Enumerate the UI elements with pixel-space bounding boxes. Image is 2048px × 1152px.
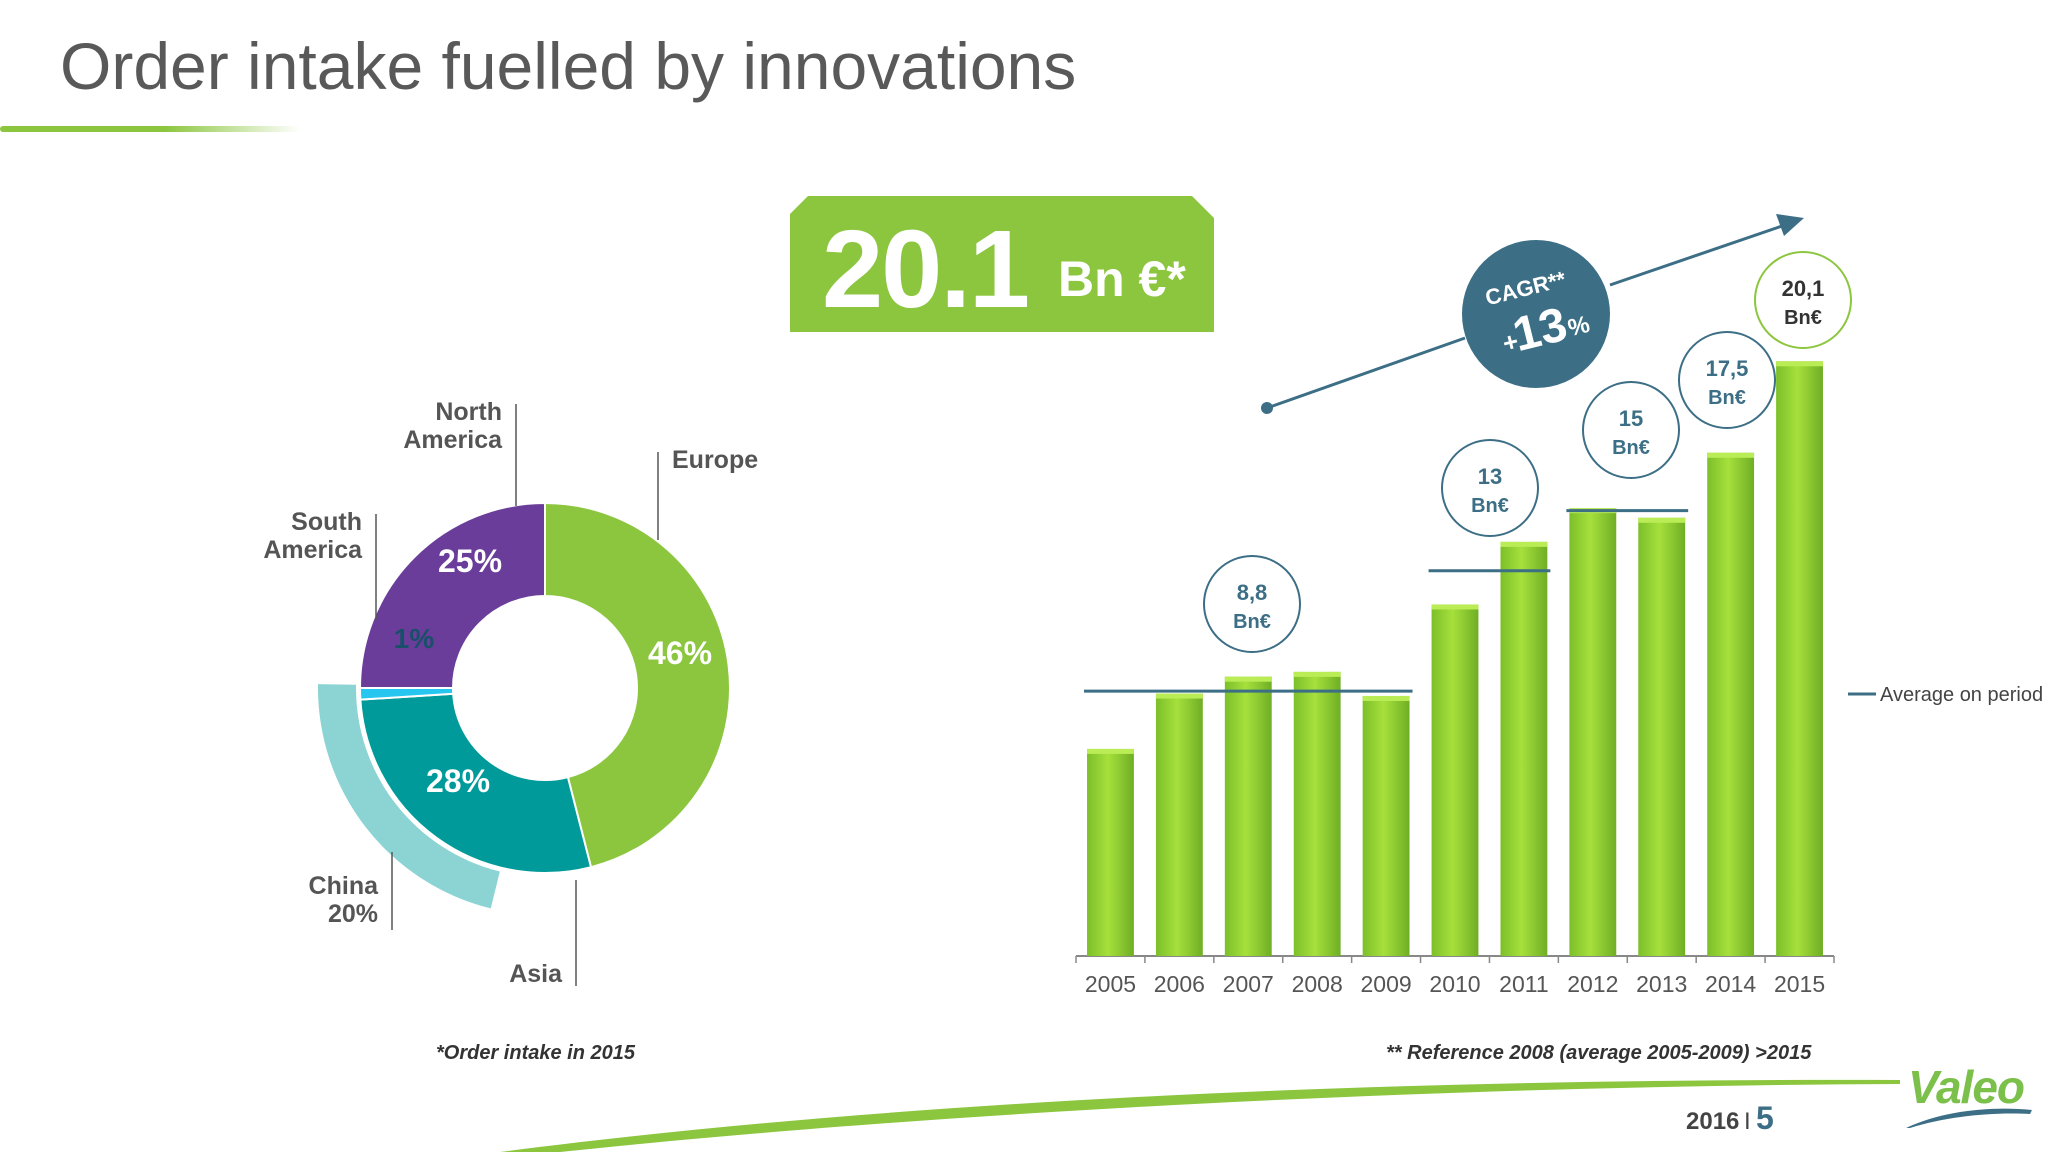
value-bubble-2013 — [1582, 381, 1680, 479]
bar-2008 — [1293, 671, 1341, 956]
x-tick-label-2009: 2009 — [1361, 971, 1412, 997]
cagr-prefix: + — [1499, 326, 1521, 359]
donut-value-asia: 28% — [426, 763, 490, 799]
bar-2006 — [1155, 693, 1203, 956]
bar-2014 — [1707, 452, 1755, 956]
bar-2012 — [1569, 508, 1617, 956]
bar-cap-2011 — [1500, 541, 1548, 547]
x-tick-label-2010: 2010 — [1429, 971, 1480, 997]
trend-arrow-dot — [1261, 402, 1273, 414]
value-bubble-2014 — [1678, 331, 1776, 429]
value-bubble-unit-2013: Bn€ — [1612, 437, 1650, 459]
bar-cap-2008 — [1293, 671, 1341, 677]
footnote-right: ** Reference 2008 (average 2005-2009) >2… — [1386, 1042, 1812, 1064]
bar-cap-2010 — [1431, 604, 1479, 610]
value-bubble-2015 — [1754, 251, 1852, 349]
trend-arrow-start — [1266, 336, 1466, 410]
x-tick-label-2006: 2006 — [1154, 971, 1205, 997]
footer-swoosh — [500, 1079, 1900, 1152]
bar-2013 — [1638, 517, 1686, 956]
page-year: 2016 — [1686, 1108, 1740, 1135]
value-bubble-value-2013: 15 — [1619, 406, 1643, 431]
valeo-logo: Valeo — [1908, 1061, 2025, 1113]
bar-2007 — [1224, 676, 1272, 956]
bar-cap-2006 — [1155, 693, 1203, 699]
bar-2015 — [1776, 361, 1823, 956]
kpi-box: 20.1 Bn €* — [790, 196, 1214, 332]
value-bubble-unit-2015: Bn€ — [1784, 307, 1822, 329]
value-bubble-unit-2014: Bn€ — [1708, 387, 1746, 409]
donut-label-south-america: America — [263, 536, 363, 564]
logo-swoosh-icon — [1906, 1108, 2032, 1128]
value-bubble-2008 — [1203, 555, 1301, 653]
donut-label-china-value: 20% — [328, 900, 378, 928]
bar-2005 — [1087, 748, 1134, 956]
bar-cap-2005 — [1087, 748, 1134, 754]
donut-value-south-america: 1% — [394, 623, 435, 654]
x-tick-label-2014: 2014 — [1705, 971, 1756, 997]
x-tick-label-2005: 2005 — [1085, 971, 1136, 997]
x-tick-label-2012: 2012 — [1567, 971, 1618, 997]
donut-value-north-america: 25% — [438, 543, 502, 579]
donut-label-china: China — [309, 872, 380, 900]
trend-arrow-end — [1609, 224, 1783, 287]
donut-label-asia: Asia — [509, 960, 563, 988]
value-bubble-value-2008: 8,8 — [1237, 580, 1268, 605]
bar-2009 — [1362, 695, 1410, 956]
x-tick-label-2007: 2007 — [1223, 971, 1274, 997]
donut-slice-europe — [544, 501, 731, 869]
donut-slice-north-america — [358, 501, 546, 689]
bar-cap-2014 — [1707, 452, 1755, 458]
value-bubble-value-2011: 13 — [1478, 464, 1502, 489]
bar-cap-2009 — [1362, 695, 1410, 701]
bar-2011 — [1500, 541, 1548, 956]
x-tick-label-2008: 2008 — [1292, 971, 1343, 997]
x-tick-label-2013: 2013 — [1636, 971, 1687, 997]
donut-slice-asia — [359, 692, 593, 874]
kpi-unit: Bn €* — [1058, 251, 1186, 307]
donut-label-south-america: South — [291, 508, 362, 536]
title-underline — [0, 126, 300, 132]
donut-label-north-america: North — [435, 398, 502, 426]
trend-arrow-head-icon — [1776, 214, 1804, 236]
bar-2010 — [1431, 604, 1479, 956]
kpi-value: 20.1 — [822, 208, 1030, 331]
cagr-value: 13 — [1508, 298, 1573, 362]
donut-value-europe: 46% — [648, 635, 712, 671]
value-bubble-unit-2011: Bn€ — [1471, 495, 1509, 517]
donut-china-band — [318, 684, 500, 909]
value-bubble-value-2014: 17,5 — [1706, 356, 1749, 381]
legend-average-label: Average on period — [1880, 684, 2043, 706]
bar-cap-2007 — [1224, 676, 1272, 682]
x-tick-label-2011: 2011 — [1499, 971, 1548, 997]
cagr-circle — [1462, 240, 1610, 388]
donut-label-north-america: America — [403, 426, 503, 454]
donut-label-europe: Europe — [672, 446, 758, 474]
x-tick-label-2015: 2015 — [1774, 971, 1825, 997]
value-bubble-2011 — [1441, 439, 1539, 537]
page-title: Order intake fuelled by innovations — [60, 29, 1077, 103]
bar-cap-2013 — [1638, 517, 1686, 523]
footnote-left: *Order intake in 2015 — [436, 1042, 635, 1064]
page-number: 5 — [1756, 1100, 1774, 1136]
value-bubble-value-2015: 20,1 — [1782, 276, 1825, 301]
page-separator: I — [1744, 1108, 1751, 1135]
value-bubble-unit-2008: Bn€ — [1233, 611, 1271, 633]
bar-cap-2015 — [1776, 361, 1823, 367]
